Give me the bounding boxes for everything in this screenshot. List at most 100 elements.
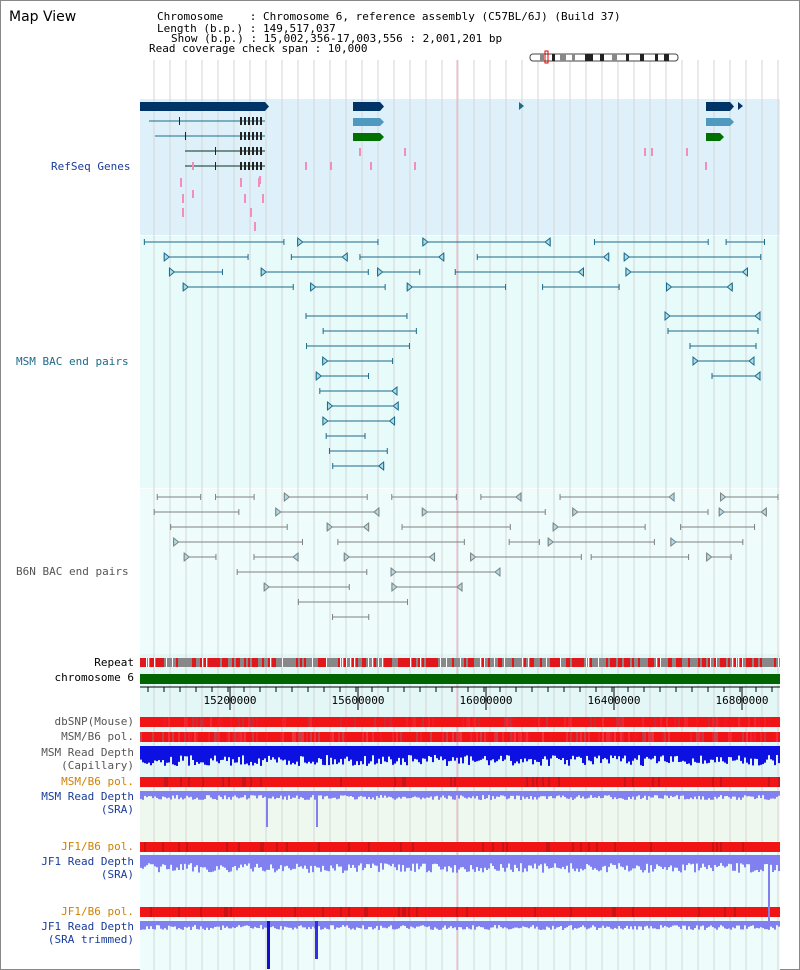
jf1-trim-depth-bar (616, 921, 618, 929)
jf1-b6-pol-heat-cell (560, 842, 562, 852)
msm-b6-pol-heat-cell (700, 732, 702, 742)
jf1-trim-depth-bar (238, 921, 240, 926)
msm-b6-pol-heat-cell (746, 777, 748, 787)
capillary-depth-bar (430, 746, 432, 757)
jf1-b6-pol-heat-cell (746, 842, 748, 852)
msm-b6-pol-heat-cell (704, 732, 706, 742)
dbsnp-heat-cell (746, 717, 748, 727)
dbsnp-heat-cell (158, 717, 160, 727)
capillary-depth-bar (516, 746, 518, 762)
jf1-sra-depth-bar (764, 855, 766, 865)
capillary-depth-bar (390, 746, 392, 760)
msm-sra-depth-bar (726, 791, 728, 796)
jf1-sra-depth-bar (252, 855, 254, 872)
msm-b6-pol-heat-cell (464, 777, 466, 787)
msm-b6-pol-heat-cell (758, 777, 760, 787)
msm-b6-pol-heat-cell (180, 777, 182, 787)
msm-b6-pol-heat-cell (506, 732, 508, 742)
jf1-b6-pol-heat-cell (342, 907, 344, 917)
dbsnp-heat-cell (688, 717, 690, 727)
capillary-depth-bar (334, 746, 336, 760)
capillary-depth-bar (304, 746, 306, 763)
jf1-trim-depth-bar (542, 921, 544, 930)
msm-sra-depth-bar (420, 791, 422, 800)
msm-sra-depth-bar (360, 791, 362, 796)
dbsnp-heat-cell (714, 717, 716, 727)
msm-sra-depth-bar (622, 791, 624, 799)
msm-b6-pol-heat-cell (566, 777, 568, 787)
jf1-trim-depth-bar (756, 921, 758, 928)
jf1-b6-pol-heat-cell (628, 907, 630, 917)
jf1-b6-pol-heat-cell (718, 842, 720, 852)
msm-b6-pol-heat-cell (660, 732, 662, 742)
jf1-b6-pol-heat-cell (256, 907, 258, 917)
msm-b6-pol-heat-cell (708, 777, 710, 787)
jf1-b6-pol-heat-cell (272, 907, 274, 917)
jf1-trim-depth-bar (576, 921, 578, 929)
msm-b6-pol-heat-cell (760, 732, 762, 742)
msm-sra-depth-bar (662, 791, 664, 799)
jf1-b6-pol-heat-cell (600, 842, 602, 852)
msm-b6-pol-heat-cell (306, 732, 308, 742)
msm-sra-depth-bar (762, 791, 764, 796)
jf1-b6-pol-heat-cell (626, 907, 628, 917)
msm-sra-depth-bar (606, 791, 608, 796)
jf1-trim-depth-bar (490, 921, 492, 928)
jf1-b6-pol-heat-cell (198, 842, 200, 852)
msm-b6-pol-heat-cell (478, 777, 480, 787)
dbsnp-heat-cell (514, 717, 516, 727)
jf1-trim-depth-bar (752, 921, 754, 926)
capillary-depth-bar (348, 746, 350, 762)
msm-b6-pol-heat-cell (492, 732, 494, 742)
msm-sra-depth-bar (262, 791, 264, 798)
msm-sra-depth-bar (314, 791, 316, 800)
msm-b6-pol-heat-cell (550, 777, 552, 787)
msm-sra-depth-bar (744, 791, 746, 796)
track-label-refseq[interactable]: RefSeq Genes (51, 160, 131, 173)
msm-b6-pol-heat-cell (244, 732, 246, 742)
jf1-trim-depth-bar (212, 921, 214, 929)
capillary-depth-bar (162, 746, 164, 761)
repeat-segment (390, 658, 392, 667)
jf1-b6-pol-heat-cell (702, 907, 704, 917)
track-label-msm-bac[interactable]: MSM BAC end pairs (16, 355, 129, 368)
capillary-depth-bar (264, 746, 266, 759)
jf1-trim-depth-bar (318, 921, 320, 927)
dbsnp-heat-cell (410, 717, 412, 727)
capillary-depth-bar (432, 746, 434, 763)
capillary-depth-bar (440, 746, 442, 757)
jf1-b6-pol-heat-cell (748, 907, 750, 917)
jf1-b6-pol-heat-cell (326, 907, 328, 917)
jf1-b6-pol-heat-cell (240, 842, 242, 852)
jf1-b6-pol-heat-cell (754, 842, 756, 852)
msm-sra-depth-bar (528, 791, 530, 799)
repeat-gap (546, 658, 547, 667)
jf1-trim-depth-bar (214, 921, 216, 927)
map-view-title: Map View (9, 9, 77, 25)
jf1-b6-pol-heat-cell (258, 842, 260, 852)
msm-b6-pol-heat-cell (706, 732, 708, 742)
jf1-b6-pol-heat-cell (578, 907, 580, 917)
jf1-sra-depth-bar (724, 855, 726, 868)
dbsnp-heat-cell (436, 717, 438, 727)
jf1-trim-depth-bar (526, 921, 528, 928)
jf1-trim-depth-bar (706, 921, 708, 928)
repeat-segment (402, 658, 404, 667)
jf1-b6-pol-heat-cell (424, 907, 426, 917)
msm-sra-depth-bar (534, 791, 536, 798)
jf1-b6-pol-heat-cell (762, 842, 764, 852)
dbsnp-heat-cell (156, 717, 158, 727)
msm-b6-pol-heat-cell (520, 777, 522, 787)
jf1-trim-depth-bar (428, 921, 430, 927)
jf1-b6-pol-heat-cell (532, 907, 534, 917)
repeat-segment (156, 658, 158, 667)
jf1-trim-depth-bar (740, 921, 742, 930)
jf1-trim-depth-bar (388, 921, 390, 927)
msm-b6-pol-heat-cell (350, 732, 352, 742)
track-label-b6n-bac[interactable]: B6N BAC end pairs (16, 565, 129, 578)
jf1-trim-depth-bar (358, 921, 360, 928)
jf1-trim-depth-bar (462, 921, 464, 930)
capillary-depth-bar (624, 746, 626, 756)
msm-sra-depth-bar (656, 791, 658, 796)
